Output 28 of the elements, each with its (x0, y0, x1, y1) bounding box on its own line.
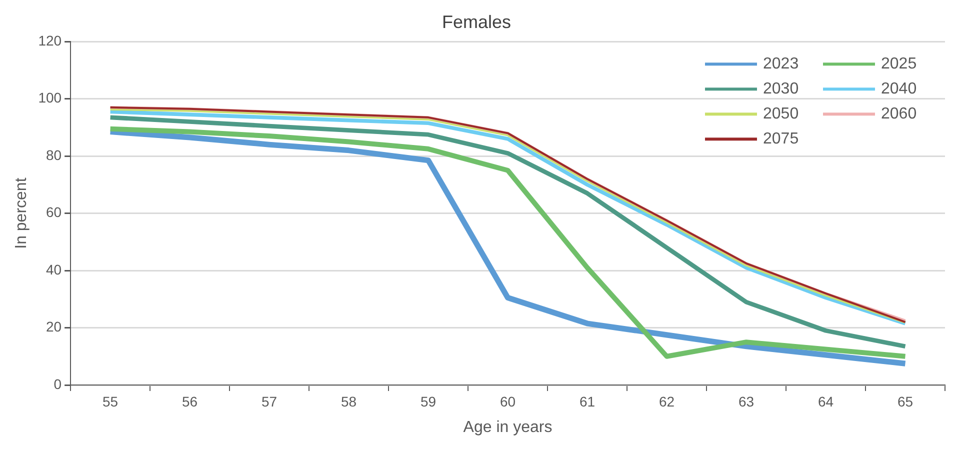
legend-label: 2075 (763, 130, 799, 148)
x-tick-label: 56 (182, 393, 198, 410)
y-tick-label: 80 (46, 146, 62, 163)
x-axis-title: Age in years (463, 418, 552, 436)
legend-label: 2050 (763, 106, 799, 123)
x-tick-label: 60 (500, 393, 516, 410)
y-tick-label: 0 (54, 376, 62, 392)
x-tick-label: 64 (818, 393, 834, 410)
x-tick-label: 55 (102, 393, 118, 410)
y-tick-label: 60 (46, 204, 62, 220)
legend-label: 2023 (763, 56, 799, 73)
x-tick-label: 62 (658, 393, 675, 410)
y-tick-label: 120 (38, 32, 62, 48)
y-tick-label: 100 (38, 90, 62, 106)
x-tick-label: 58 (341, 393, 357, 410)
y-axis-title: In percent (13, 177, 30, 249)
legend-label: 2025 (881, 56, 917, 73)
x-tick-label: 59 (420, 393, 436, 410)
legend-label: 2060 (881, 106, 917, 123)
chart-title: Females (442, 12, 512, 32)
legend-label: 2040 (881, 80, 917, 98)
x-tick-label: 65 (897, 393, 914, 410)
x-tick-label: 63 (738, 393, 754, 410)
x-tick-label: 57 (262, 393, 278, 410)
y-tick-label: 40 (46, 261, 62, 278)
y-tick-label: 20 (46, 318, 62, 335)
legend-label: 2030 (763, 80, 799, 98)
x-tick-label: 61 (579, 393, 596, 410)
